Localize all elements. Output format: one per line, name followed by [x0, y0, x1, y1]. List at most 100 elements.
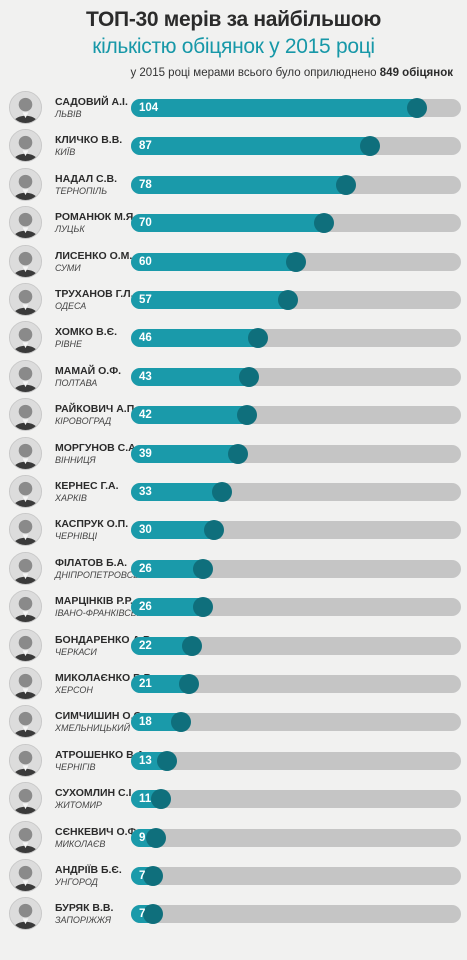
city-label: ЧЕРНІГІВ — [55, 761, 96, 772]
bar-track — [131, 636, 461, 655]
mayor-name: ТРУХАНОВ Г.Л. — [55, 288, 134, 300]
mayor-name: БОНДАРЕНКО А.В. — [55, 633, 154, 646]
city-label: ЗАПОРІЖЖЯ — [55, 915, 111, 926]
city-label: ТЕРНОПІЛЬ — [55, 185, 108, 196]
bar-row: САДОВИЙ А.І. ЛЬВІВ 104 — [0, 88, 467, 126]
bar — [131, 329, 258, 348]
bar-end-marker — [178, 674, 199, 694]
bar-track — [131, 905, 461, 924]
bar-end-marker — [192, 597, 213, 618]
bar-row: МОРГУНОВ С.А. ВІННИЦЯ 39 — [0, 434, 467, 472]
bar-end-marker — [203, 520, 224, 541]
title-line-2: кількістю обіцянок у 2015 році — [92, 35, 375, 58]
avatar — [9, 897, 42, 931]
bar-row: КЛИЧКО В.В. КИЇВ 87 — [0, 126, 467, 164]
bar-value-label: 18 — [139, 716, 152, 729]
bar-value-label: 39 — [139, 447, 152, 460]
avatar — [9, 359, 42, 393]
bar-value-label: 26 — [139, 562, 152, 575]
bar-value-label: 42 — [139, 409, 152, 422]
bar-row: КАСПРУК О.П. ЧЕРНІВЦІ 30 — [0, 510, 467, 548]
mayor-name: РАЙКОВИЧ А.П. — [55, 403, 138, 416]
city-label: ОДЕСА — [55, 301, 87, 311]
bar-row: ЛИСЕНКО О.М. СУМИ 60 — [0, 242, 467, 280]
bar-value-label: 43 — [139, 370, 152, 383]
bar-end-marker — [181, 635, 202, 656]
bar-end-marker — [156, 750, 177, 771]
avatar — [9, 743, 42, 777]
bar — [131, 444, 239, 463]
bar-end-marker — [151, 789, 172, 810]
mayor-name: АНДРІЇВ Б.Є. — [55, 864, 122, 876]
city-label: ПОЛТАВА — [55, 377, 98, 388]
mayor-name: НАДАЛ С.В. — [55, 172, 118, 185]
bar-end-marker — [335, 174, 356, 195]
bar-value-label: 7 — [139, 870, 146, 882]
bar-row: РОМАНЮК М.Я. ЛУЦЬК 70 — [0, 203, 467, 241]
mayor-name: БУРЯК В.В. — [55, 902, 114, 915]
mayor-name: МИКОЛАЄНКО В.В. — [55, 672, 155, 684]
mayor-name: РОМАНЮК М.Я. — [55, 211, 137, 224]
bar-value-label: 60 — [139, 255, 152, 268]
bar-track — [131, 828, 461, 847]
bar-row: ФІЛАТОВ Б.А. ДНІПРОПЕТРОВСЬК 26 — [0, 549, 467, 587]
bar-row: БОНДАРЕНКО А.В. ЧЕРКАСИ 22 — [0, 626, 467, 664]
bar — [131, 559, 203, 578]
avatar — [9, 206, 42, 240]
subtitle-total: 849 обіцянок — [379, 67, 453, 79]
bar-row: ТРУХАНОВ Г.Л. ОДЕСА 57 — [0, 280, 467, 318]
avatar — [9, 244, 42, 278]
mayor-name: ЛИСЕНКО О.М. — [55, 249, 133, 262]
city-label: СУМИ — [55, 262, 81, 273]
bar-row: АТРОШЕНКО В.А. ЧЕРНІГІВ 13 — [0, 741, 467, 779]
city-label: ХЕРСОН — [55, 685, 93, 695]
avatar — [9, 859, 42, 892]
bar-value-label: 33 — [139, 486, 152, 498]
avatar — [9, 321, 42, 355]
bar-track — [131, 790, 461, 809]
bar-end-marker — [286, 251, 306, 272]
mayor-name: МОРГУНОВ С.А. — [55, 441, 139, 454]
title-line-1: ТОП-30 мерів за найбільшою — [85, 8, 381, 31]
city-label: ЖИТОМИР — [55, 800, 102, 811]
avatar — [9, 705, 42, 739]
bar-end-marker — [170, 712, 191, 733]
avatar — [9, 628, 42, 662]
bar-end-marker — [277, 290, 298, 310]
avatar — [9, 398, 42, 432]
mayor-name: КАСПРУК О.П. — [55, 518, 129, 531]
bar-row: НАДАЛ С.В. ТЕРНОПІЛЬ 78 — [0, 165, 467, 203]
mayor-name: САДОВИЙ А.І. — [55, 96, 128, 108]
city-label: КИЇВ — [55, 147, 76, 158]
bar-row: МАРЦІНКІВ Р.Р. ІВАНО-ФРАНКІВСЬК 26 — [0, 587, 467, 625]
avatar — [9, 667, 42, 700]
mayor-name: МАМАЙ О.Ф. — [55, 364, 122, 377]
bar-track — [131, 598, 461, 617]
bar-value-label: 13 — [139, 754, 152, 767]
mayor-name: ХОМКО В.Є. — [55, 326, 118, 339]
bar-value-label: 22 — [139, 639, 152, 652]
avatar — [9, 91, 42, 124]
bar-value-label: 9 — [139, 831, 146, 844]
bar — [131, 483, 222, 501]
city-label: ІВАНО-ФРАНКІВСЬК — [55, 608, 142, 619]
bar-track — [131, 867, 461, 885]
bar — [131, 406, 247, 425]
mayor-name: АТРОШЕНКО В.А. — [55, 748, 148, 761]
avatar — [9, 590, 42, 624]
bar-track — [131, 751, 461, 770]
mayor-name: СИМЧИШИН О.С. — [55, 710, 144, 723]
bar-end-marker — [236, 405, 257, 426]
avatar — [9, 129, 42, 163]
bar — [131, 214, 324, 233]
avatar — [9, 551, 42, 585]
avatar — [9, 436, 42, 470]
bar-row: АНДРІЇВ Б.Є. УНГОРОД 7 — [0, 856, 467, 894]
city-label: ЧЕРНІВЦІ — [55, 531, 98, 542]
city-label: ДНІПРОПЕТРОВСЬК — [55, 569, 145, 580]
bar-end-marker — [145, 827, 166, 848]
bar-row: МИКОЛАЄНКО В.В. ХЕРСОН 21 — [0, 664, 467, 702]
bar-row: СИМЧИШИН О.С. ХМЕЛЬНИЦЬКИЙ 18 — [0, 702, 467, 740]
city-label: РІВНЕ — [55, 339, 83, 350]
avatar — [9, 283, 42, 316]
